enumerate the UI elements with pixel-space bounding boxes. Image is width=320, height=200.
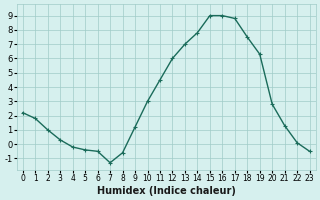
X-axis label: Humidex (Indice chaleur): Humidex (Indice chaleur) [97,186,236,196]
